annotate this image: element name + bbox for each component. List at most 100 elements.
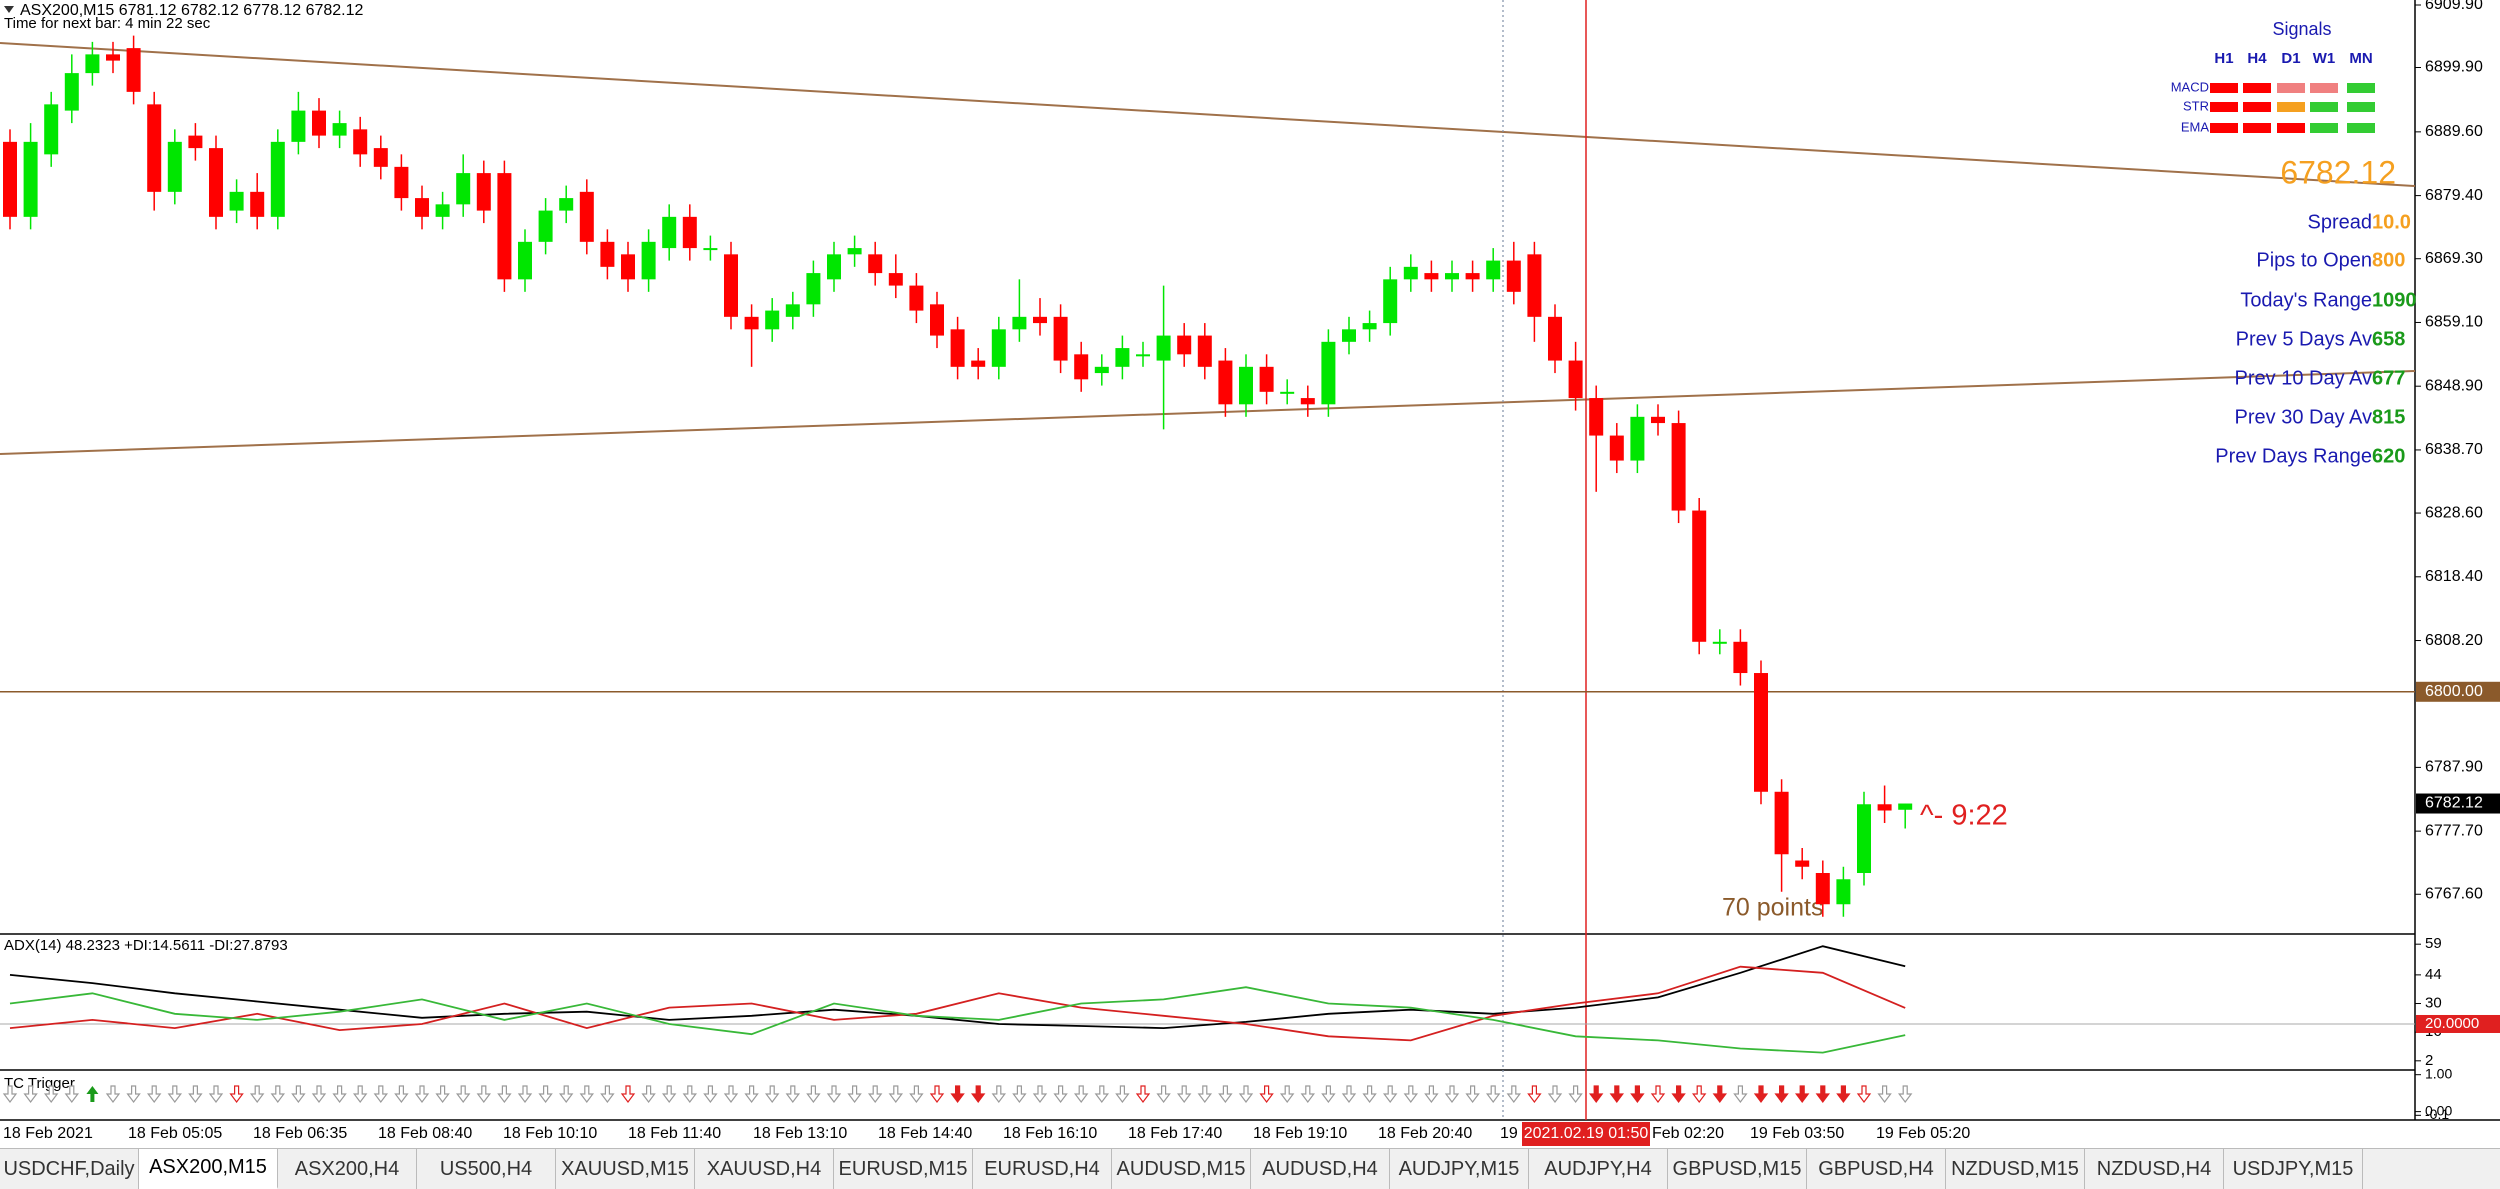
signal-arrow — [373, 1085, 388, 1103]
candle-body — [1774, 791, 1789, 855]
candle-body — [1280, 391, 1295, 394]
signal-arrow — [2, 1085, 18, 1103]
signal-arrow — [353, 1085, 368, 1103]
chart-tab[interactable]: GBPUSD,H4 — [1807, 1149, 1946, 1189]
y-tick-label: 6838.70 — [2425, 441, 2483, 458]
signal-arrow — [1218, 1085, 1233, 1103]
signal-column: W1 — [2313, 50, 2336, 67]
candle-body — [1074, 354, 1089, 380]
signal-row: STR — [2183, 98, 2209, 113]
candle-body — [1692, 510, 1707, 642]
candle-body — [971, 360, 986, 367]
candle-body — [579, 191, 594, 242]
signal-arrow — [909, 1085, 924, 1103]
candle-body — [1733, 641, 1748, 674]
chart-tab[interactable]: NZDUSD,M15 — [1946, 1149, 2085, 1189]
signal-arrow — [1300, 1085, 1315, 1103]
candle-body — [1424, 273, 1439, 280]
candle-body — [229, 191, 244, 211]
price-label: 6800.00 — [2425, 683, 2483, 700]
signal-arrow — [785, 1085, 800, 1103]
chart-tab[interactable]: XAUUSD,M15 — [556, 1149, 695, 1189]
y-tick-label: 6848.90 — [2425, 377, 2483, 394]
candle-body — [827, 254, 841, 280]
chart-tab[interactable]: GBPUSD,M15 — [1668, 1149, 1807, 1189]
signal-arrow — [1465, 1085, 1480, 1103]
candle-body — [1239, 366, 1253, 405]
candle-body — [703, 248, 718, 251]
signal-arrow — [1135, 1085, 1151, 1103]
big-price: 6782.12 — [2280, 154, 2396, 190]
candle-body — [1548, 316, 1562, 361]
signal-arrow — [1795, 1085, 1810, 1103]
signal-arrow — [682, 1085, 697, 1103]
signal-arrow — [723, 1085, 739, 1103]
chart-tab[interactable]: USDJPY,M15 — [2224, 1149, 2363, 1189]
candle-body — [1053, 316, 1068, 361]
candle-body — [1156, 335, 1171, 361]
y-tick-label: 6808.20 — [2425, 632, 2483, 649]
menu-arrow[interactable] — [4, 6, 14, 13]
signal-arrow — [1527, 1085, 1542, 1103]
chart-tab[interactable]: AUDJPY,M15 — [1390, 1149, 1529, 1189]
signal-arrow — [1321, 1085, 1336, 1103]
x-tick-label: 18 Feb 10:10 — [503, 1125, 597, 1142]
chart-tab[interactable]: NZDUSD,H4 — [2085, 1149, 2224, 1189]
signal-arrow — [559, 1085, 574, 1103]
signal-arrow — [229, 1085, 244, 1103]
candle-body — [394, 166, 409, 199]
signal-arrow — [1856, 1085, 1872, 1103]
signal-block — [2310, 102, 2338, 112]
x-tick-label: 19 Feb 03:50 — [1750, 1125, 1844, 1142]
candle-body — [1486, 260, 1501, 280]
candle-body — [353, 129, 368, 155]
chart-tab[interactable]: ASX200,H4 — [278, 1149, 417, 1189]
chart-tab[interactable]: XAUUSD,H4 — [695, 1149, 834, 1189]
signal-arrow — [147, 1085, 162, 1103]
signal-arrow — [270, 1085, 285, 1103]
info-label: Pips to Open — [2256, 249, 2372, 271]
y-tick-label: 6787.90 — [2425, 759, 2483, 776]
signal-block — [2347, 102, 2375, 112]
chart-tab[interactable]: US500,H4 — [417, 1149, 556, 1189]
y-tick-label: -0.1 — [2425, 1106, 2449, 1122]
candle-body — [1589, 398, 1604, 436]
signal-block — [2277, 102, 2305, 112]
signal-arrow — [1280, 1085, 1295, 1103]
crosshair-time-box — [1522, 1122, 1650, 1146]
signal-arrow — [1177, 1085, 1192, 1103]
signal-arrow — [1898, 1085, 1913, 1103]
candle-body — [167, 141, 182, 192]
signal-arrow — [1836, 1085, 1851, 1103]
candle-body — [3, 141, 17, 217]
signal-arrow — [394, 1085, 409, 1103]
chart-tab[interactable]: ASX200,M15 — [139, 1149, 278, 1189]
candle-body — [1609, 435, 1624, 461]
chart-tab[interactable]: EURUSD,M15 — [834, 1149, 973, 1189]
candle-body — [147, 104, 162, 192]
signal-arrow — [929, 1085, 945, 1103]
info-label: Prev 30 Day Av — [2235, 406, 2372, 428]
candle-body — [1259, 366, 1274, 392]
candle-body — [1712, 641, 1727, 644]
y-tick-label: 0.00 — [2425, 1102, 2452, 1118]
signal-block — [2243, 83, 2271, 93]
chart-tab[interactable]: AUDUSD,M15 — [1112, 1149, 1251, 1189]
candle-body — [456, 173, 471, 205]
x-tick-label: 18 Feb 2021 — [3, 1125, 93, 1142]
candle-body — [332, 123, 347, 136]
signal-arrow — [662, 1085, 677, 1103]
candle-body — [744, 316, 759, 330]
chart-tab[interactable]: EURUSD,H4 — [973, 1149, 1112, 1189]
chart-tab[interactable]: AUDUSD,H4 — [1251, 1149, 1390, 1189]
candle-body — [126, 48, 141, 92]
signal-arrow — [1815, 1085, 1830, 1103]
price-label: 6782.12 — [2425, 795, 2483, 812]
signal-block — [2277, 83, 2305, 93]
chart-tab[interactable]: AUDJPY,H4 — [1529, 1149, 1668, 1189]
y-tick-label: 6909.90 — [2425, 0, 2483, 13]
signal-arrow — [1589, 1085, 1604, 1103]
signal-block — [2210, 123, 2238, 133]
signal-arrow — [1568, 1085, 1583, 1103]
chart-tab[interactable]: USDCHF,Daily — [0, 1149, 139, 1189]
